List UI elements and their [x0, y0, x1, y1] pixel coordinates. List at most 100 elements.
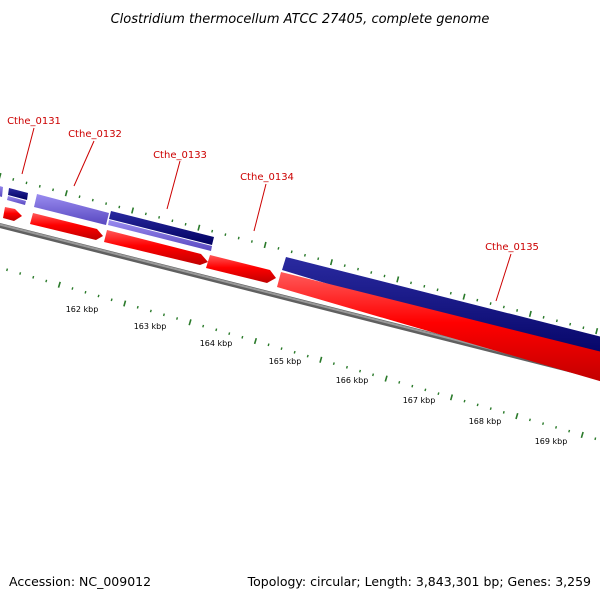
gene-reverse-0131b[interactable] — [7, 196, 26, 205]
kbp-label-169: 169 kbp — [535, 437, 568, 446]
gene-label-cthe-0133[interactable]: Cthe_0133 — [153, 150, 207, 161]
outer-tick — [131, 207, 135, 214]
outer-tick — [462, 293, 466, 300]
outer-tick — [595, 327, 599, 335]
inner-tick — [162, 313, 165, 317]
outer-tick — [476, 298, 479, 302]
outer-tick-marks — [0, 172, 599, 335]
gene-label-cthe-0135[interactable]: Cthe_0135 — [485, 242, 539, 253]
outer-tick — [383, 274, 386, 278]
outer-tick — [396, 276, 400, 283]
inner-tick — [84, 290, 87, 294]
outer-tick — [0, 172, 2, 180]
gene-label-cthe-0134[interactable]: Cthe_0134 — [240, 172, 294, 183]
gene-forward-0131[interactable] — [3, 207, 22, 221]
outer-tick — [555, 319, 558, 323]
gene-forward-0133[interactable] — [104, 230, 208, 265]
outer-tick — [343, 264, 346, 267]
outer-tick — [64, 190, 68, 197]
outer-tick — [516, 309, 519, 312]
inner-tick — [476, 403, 479, 407]
outer-tick — [158, 216, 161, 219]
inner-tick — [359, 369, 362, 373]
kbp-label-168: 168 kbp — [469, 417, 502, 426]
accession-label: Accession: NC_009012 — [9, 574, 151, 589]
inner-tick — [215, 328, 218, 332]
gene-reverse-0133b[interactable] — [108, 220, 212, 251]
outer-tick — [171, 219, 174, 223]
outer-tick — [38, 184, 41, 188]
inner-tick — [489, 407, 492, 410]
inner-tick — [502, 411, 505, 414]
inner-tick — [267, 343, 270, 347]
outer-tick — [184, 222, 187, 226]
inner-tick — [202, 324, 205, 328]
inner-tick — [176, 317, 179, 320]
inner-tick — [6, 268, 9, 272]
outer-tick — [370, 271, 373, 274]
outer-tick — [224, 233, 227, 236]
gene-label-cthe-0131[interactable]: Cthe_0131 — [7, 116, 61, 127]
kbp-label-167: 167 kbp — [403, 396, 436, 405]
gene-label-cthe-0132[interactable]: Cthe_0132 — [68, 129, 122, 140]
map-title: Clostridium thermocellum ATCC 27405, com… — [111, 12, 490, 27]
inner-tick — [188, 319, 192, 326]
outer-tick — [197, 224, 201, 231]
inner-tick — [424, 388, 427, 392]
inner-tick — [319, 356, 323, 363]
outer-tick — [569, 322, 572, 326]
inner-tick — [345, 365, 348, 369]
outer-tick — [91, 198, 94, 202]
inner-tick — [463, 399, 466, 403]
outer-tick — [436, 288, 439, 292]
kbp-label-162: 162 kbp — [66, 305, 99, 314]
gene-forward-0134[interactable] — [206, 255, 276, 283]
kbp-label-165: 165 kbp — [269, 357, 302, 366]
gene-reverse-left[interactable] — [0, 185, 3, 197]
outer-tick — [250, 240, 253, 243]
outer-tick — [12, 178, 15, 181]
genome-summary-label: Topology: circular; Length: 3,843,301 bp… — [247, 574, 591, 589]
outer-tick — [118, 205, 121, 209]
inner-tick — [280, 347, 283, 350]
inner-tick — [437, 392, 440, 395]
outer-tick — [528, 310, 532, 318]
inner-tick — [580, 431, 584, 439]
outer-tick — [423, 284, 426, 288]
kbp-label-164: 164 kbp — [200, 339, 233, 348]
gene-forward-0132[interactable] — [30, 213, 103, 240]
outer-tick — [144, 212, 147, 216]
outer-tick — [317, 257, 320, 261]
inner-tick — [19, 272, 22, 275]
gene-forward-0135[interactable] — [277, 272, 600, 384]
gene-label-leaders — [21, 127, 512, 302]
inner-tick — [542, 422, 545, 425]
inner-tick — [306, 354, 309, 358]
outer-tick — [489, 302, 492, 305]
inner-tick — [515, 412, 519, 420]
kbp-scale-labels: 162 kbp 163 kbp 164 kbp 165 kbp 166 kbp … — [66, 305, 568, 446]
outer-tick — [25, 181, 28, 185]
outer-tick — [105, 202, 108, 205]
outer-tick — [277, 247, 280, 250]
gene-labels: Cthe_0131 Cthe_0132 Cthe_0133 Cthe_0134 … — [7, 116, 539, 253]
inner-tick — [45, 279, 48, 283]
gene-reverse-0132[interactable] — [34, 194, 109, 225]
inner-tick — [449, 394, 454, 401]
kbp-label-163: 163 kbp — [134, 322, 167, 331]
inner-tick-marks — [6, 268, 597, 441]
inner-tick — [228, 332, 231, 335]
outer-tick — [237, 236, 240, 240]
inner-tick — [384, 375, 388, 382]
forward-strand-track — [3, 207, 600, 384]
outer-tick — [290, 250, 293, 254]
inner-tick — [253, 337, 258, 345]
outer-tick — [410, 281, 412, 285]
outer-tick — [542, 315, 545, 319]
outer-tick — [502, 305, 505, 309]
gene-reverse-0131[interactable] — [8, 188, 28, 200]
inner-tick — [71, 287, 74, 290]
gene-reverse-0133[interactable] — [109, 211, 214, 245]
inner-tick — [97, 294, 100, 298]
